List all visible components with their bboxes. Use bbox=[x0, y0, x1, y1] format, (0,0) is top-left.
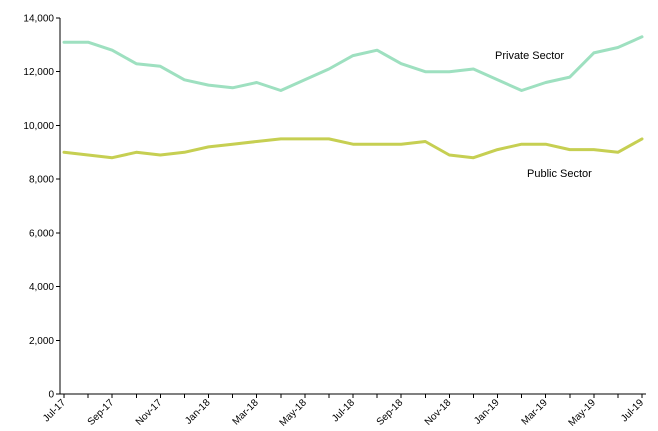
y-tick-label: 8,000 bbox=[29, 175, 54, 186]
x-axis-ticks: Jul-17 Sep-17 Nov-17 Jan-18 Mar-18 May-18 Jul-… bbox=[41, 394, 646, 429]
series-lines bbox=[62, 35, 644, 160]
x-tick-label: Sep-18 bbox=[375, 397, 406, 428]
x-tick-label: Mar-19 bbox=[520, 397, 550, 427]
x-tick-label: Jan-18 bbox=[183, 397, 213, 427]
series-line-public-sector bbox=[62, 137, 644, 160]
x-tick-label: Nov-18 bbox=[423, 397, 454, 428]
y-tick-label: 4,000 bbox=[29, 282, 54, 293]
y-tick-label: 14,000 bbox=[23, 14, 54, 25]
y-tick-label: 12,000 bbox=[23, 67, 54, 78]
x-tick-label: Jan-19 bbox=[472, 397, 502, 427]
x-tick-label: Mar-18 bbox=[231, 397, 261, 427]
x-tick-label: May-19 bbox=[567, 397, 599, 429]
x-tick-label: Jul-18 bbox=[330, 397, 357, 424]
x-tick-label: Jul-19 bbox=[619, 397, 646, 424]
x-tick-label: Nov-17 bbox=[134, 397, 165, 428]
y-tick-label: 6,000 bbox=[29, 228, 54, 239]
series-label-public-sector: Public Sector bbox=[527, 168, 592, 180]
x-tick-label: Jul-17 bbox=[41, 397, 68, 424]
series-label-private-sector: Private Sector bbox=[495, 50, 564, 62]
x-tick-label: May-18 bbox=[278, 397, 310, 429]
y-tick-label: 10,000 bbox=[23, 121, 54, 132]
series-line-private-sector bbox=[62, 35, 644, 92]
y-tick-label: 2,000 bbox=[29, 336, 54, 347]
x-tick-label: Sep-17 bbox=[86, 397, 117, 428]
y-axis-ticks: 0 2,000 4,000 6,000 8,000 10,000 12,000 14,000 bbox=[23, 14, 60, 401]
y-tick-label: 0 bbox=[48, 390, 54, 401]
